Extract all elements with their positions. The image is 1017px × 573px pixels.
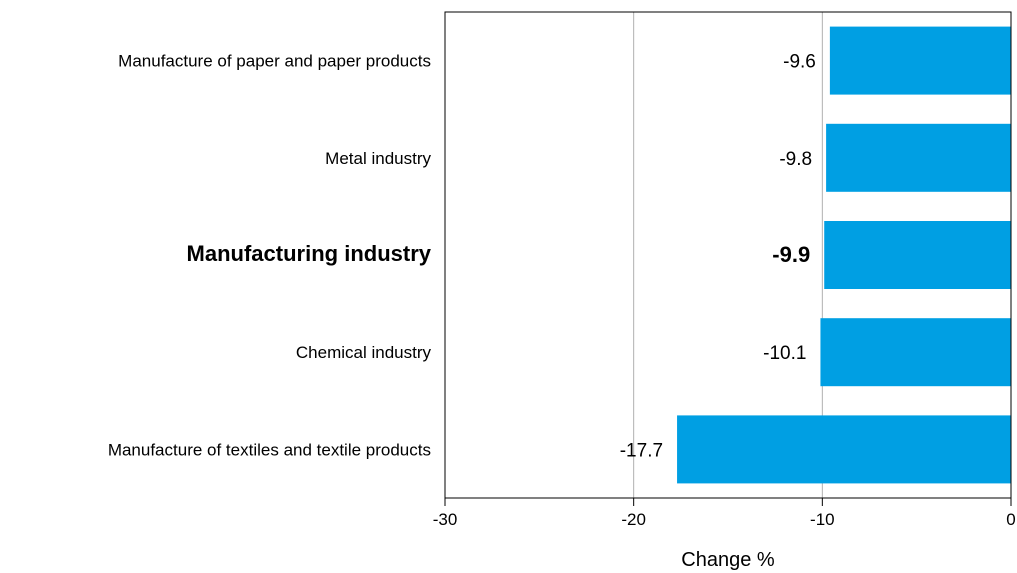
value-label-4: -17.7 [620,440,663,461]
plot-border [444,11,1012,499]
bar-1 [826,123,1011,192]
value-label-3: -10.1 [763,343,806,364]
category-label-3: Chemical industry [296,343,432,362]
plot-frame [444,11,1012,499]
bars [677,26,1011,484]
x-axis-title: Change % [681,549,775,571]
bar-4 [677,415,1011,484]
tick-label-3: 0 [1006,510,1015,529]
value-label-2: -9.9 [772,242,810,267]
x-axis-ticks: -30 -20 -10 0 [433,498,1016,529]
bar-3 [820,318,1011,387]
tick-label-1: -20 [621,510,646,529]
category-label-4: Manufacture of textiles and textile prod… [108,440,431,459]
bar-2 [824,221,1011,289]
category-label-1: Metal industry [325,149,431,168]
category-label-2: Manufacturing industry [187,241,432,266]
value-label-0: -9.6 [783,52,816,73]
bar-0 [829,26,1011,95]
value-labels: -9.6 -9.8 -9.9 -10.1 -17.7 [620,52,816,462]
value-label-1: -9.8 [779,149,812,170]
tick-label-0: -30 [433,510,458,529]
tick-label-2: -10 [810,510,835,529]
category-labels: Manufacture of paper and paper products M… [108,52,432,460]
category-label-0: Manufacture of paper and paper products [118,52,431,71]
